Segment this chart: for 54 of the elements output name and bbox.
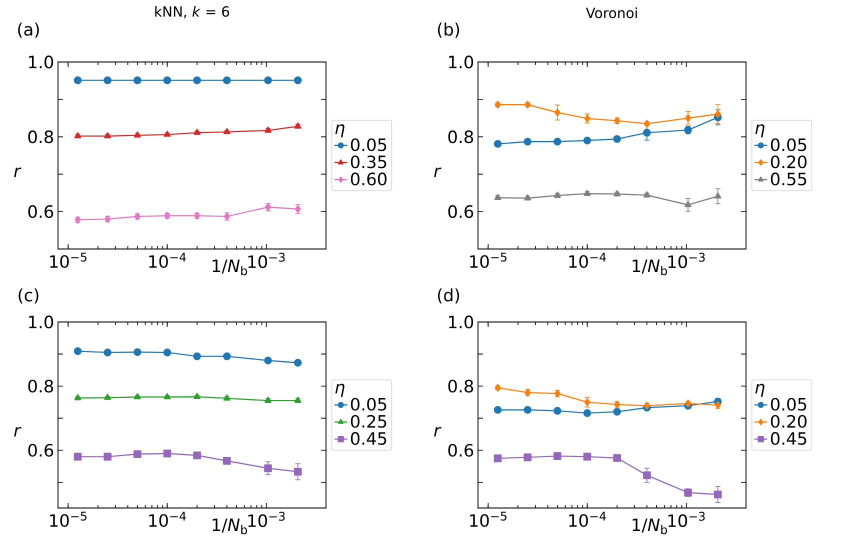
legend-label: 0.05 <box>770 398 806 411</box>
y-tick-label: 1.0 <box>29 56 54 68</box>
legend-label: 0.20 <box>770 414 807 428</box>
text: (b) <box>438 22 460 38</box>
x-tick-label: 10$^{−5}$ <box>470 512 506 527</box>
x-tick-label: 10$^{−4}$ <box>149 252 186 268</box>
x-tick-label: 10$^{−5}$ <box>470 252 506 268</box>
chart-title: kNN, k = 6 <box>155 6 230 18</box>
legend-label: 0.20 <box>770 155 807 168</box>
y-tick-label: 0.8 <box>448 380 474 393</box>
y-tick-label: 0.6 <box>28 444 54 457</box>
y-tick-label: 0.6 <box>448 444 474 457</box>
x-tick-label: 10$^{−4}$ <box>569 252 606 268</box>
x-tick-label: 10$^{−5}$ <box>50 252 86 268</box>
y-axis-title: r <box>434 168 442 178</box>
legend-title: η <box>335 384 344 397</box>
y-tick-label: 0.6 <box>28 205 54 218</box>
x-axis-title: 1/N$_{b}$ <box>212 518 248 534</box>
legend-label: 0.45 <box>770 432 806 445</box>
legend-label: 0.60 <box>350 172 387 186</box>
legend-title: η <box>755 124 764 138</box>
x-tick-label: 10$^{−5}$ <box>50 512 86 527</box>
x-axis-title: 1/N$_{b}$ <box>632 260 668 276</box>
legend-title: η <box>335 124 344 138</box>
x-axis-title: 1/N$_{b}$ <box>632 518 668 534</box>
legend-label: 0.55 <box>770 172 806 186</box>
legend-label: 0.45 <box>350 432 386 445</box>
chart-title: Voronoi <box>586 7 637 18</box>
x-tick-label: 10$^{−3}$ <box>668 512 705 528</box>
x-axis-title: 1/N$_{b}$ <box>212 260 248 276</box>
legend-label: 0.05 <box>350 398 386 411</box>
y-axis-title: r <box>14 426 22 436</box>
y-tick-label: 1.0 <box>449 56 474 68</box>
legend-label: 0.05 <box>350 138 386 152</box>
x-tick-label: 10$^{−4}$ <box>149 512 186 527</box>
y-axis-title: r <box>434 426 442 436</box>
text: (a) <box>18 22 39 38</box>
legend-label: 0.35 <box>350 155 386 168</box>
y-tick-label: 0.8 <box>28 380 54 393</box>
y-tick-label: 0.6 <box>448 205 474 218</box>
text: (d) <box>438 288 460 304</box>
legend-title: η <box>755 384 764 397</box>
y-tick-label: 1.0 <box>29 316 54 328</box>
x-tick-label: 10$^{−3}$ <box>248 512 285 528</box>
x-tick-label: 10$^{−3}$ <box>668 252 705 268</box>
y-tick-label: 0.8 <box>28 130 54 144</box>
y-tick-label: 1.0 <box>449 316 474 328</box>
x-tick-label: 10$^{−3}$ <box>248 252 285 268</box>
x-tick-label: 10$^{−4}$ <box>569 512 606 527</box>
y-axis-title: r <box>14 168 22 178</box>
y-tick-label: 0.8 <box>448 130 474 144</box>
text: (c) <box>18 288 38 304</box>
legend-label: 0.05 <box>770 138 806 152</box>
legend-label: 0.25 <box>350 414 386 428</box>
